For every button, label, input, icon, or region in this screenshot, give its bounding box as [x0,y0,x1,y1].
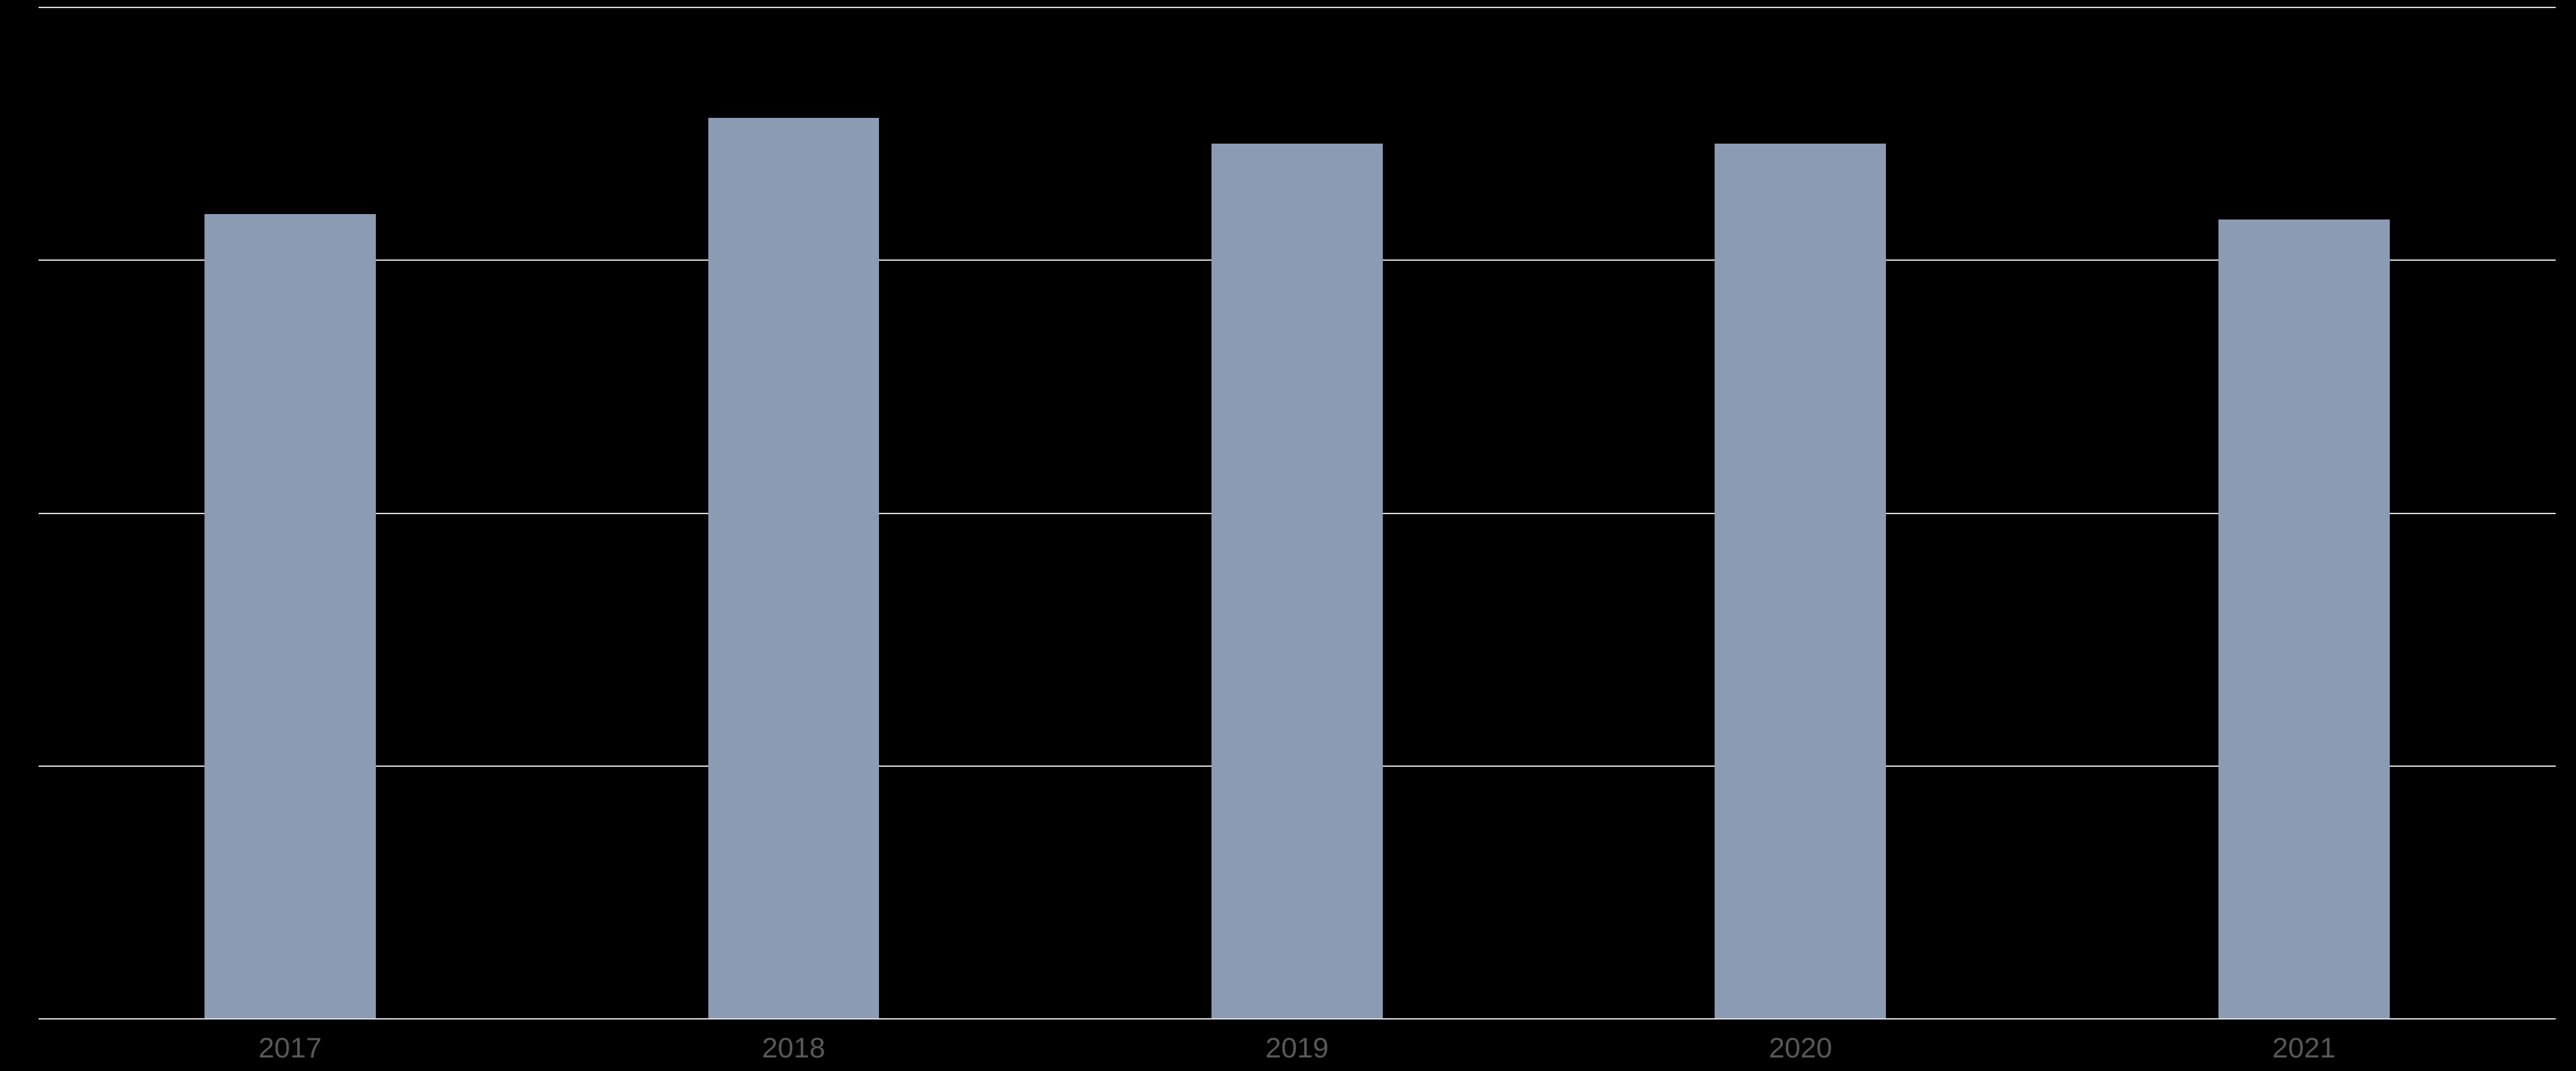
bar-slot [2053,7,2556,1018]
bar [708,118,880,1018]
bar-chart: 200150100500 20172018201920202021 [0,0,2576,1071]
chart-body: 200150100500 [7,7,2556,1018]
bar [1715,144,1886,1018]
x-tick-label: 2018 [542,1032,1045,1064]
plot-area [39,7,2556,1018]
x-tick-label: 2019 [1046,1032,1549,1064]
x-axis: 20172018201920202021 [39,1018,2556,1064]
bar-slot [1046,7,1549,1018]
bar-slot [1549,7,2052,1018]
bar-slot [39,7,542,1018]
y-axis: 200150100500 [7,7,39,1018]
gridline [39,1018,2556,1020]
x-tick-label: 2020 [1549,1032,2052,1064]
x-tick-label: 2017 [39,1032,542,1064]
bar [1211,144,1383,1018]
x-axis-row: 20172018201920202021 [7,1018,2556,1064]
x-tick-label: 2021 [2053,1032,2556,1064]
bar [205,214,376,1018]
bar [2218,219,2390,1018]
bar-slot [542,7,1045,1018]
x-axis-spacer [7,1018,39,1064]
bars-container [39,7,2556,1018]
